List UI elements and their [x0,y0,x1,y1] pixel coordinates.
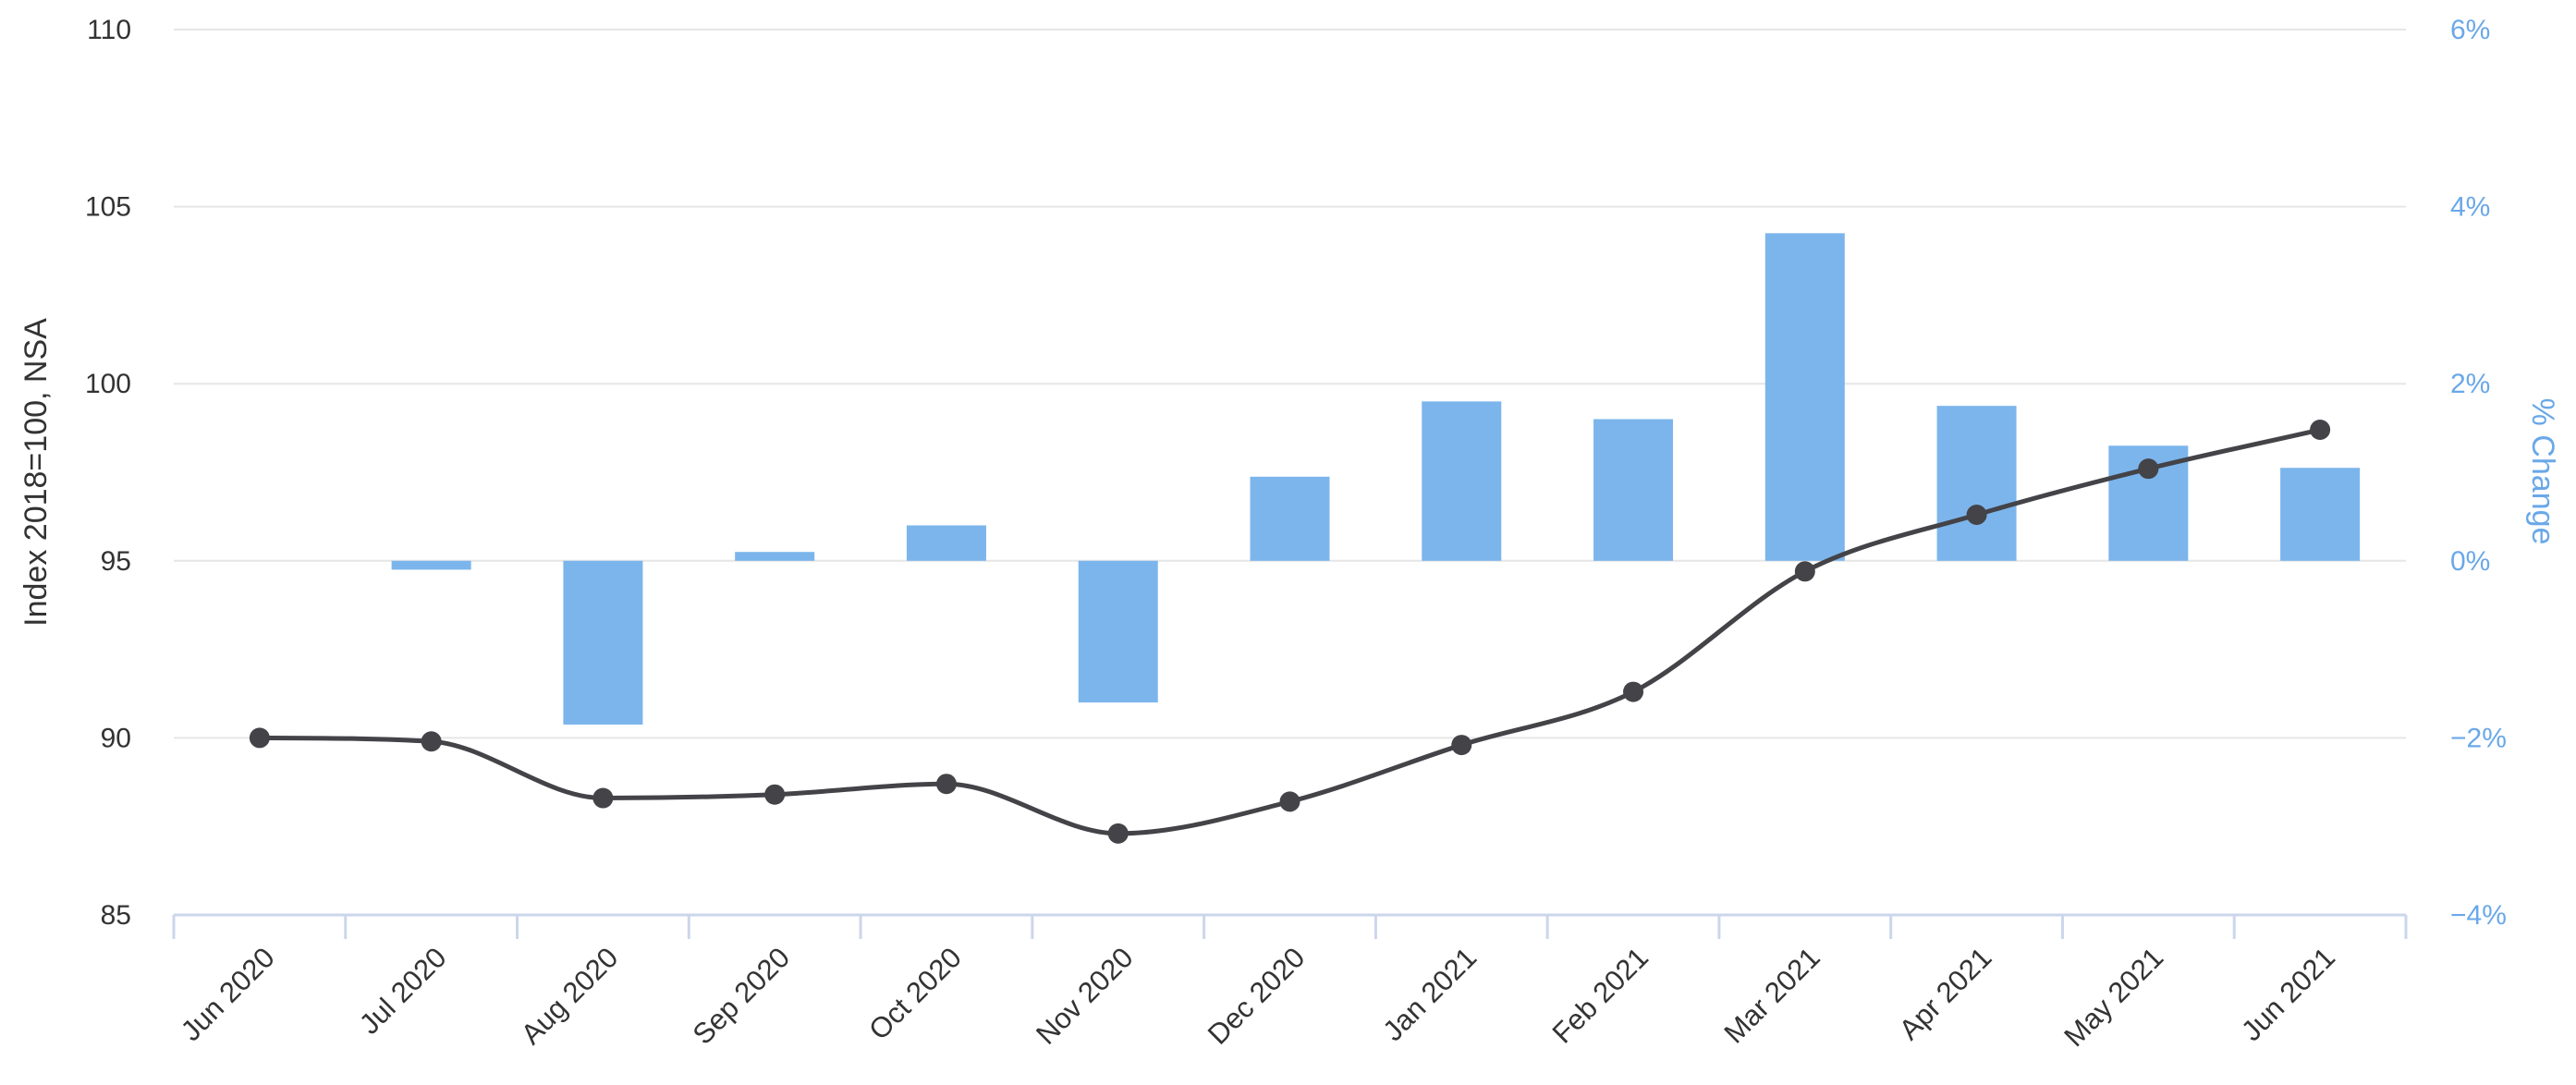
gridlines [174,29,2406,739]
x-tick-label: Oct 2020 [862,941,968,1046]
left-axis-title: Index 2018=100, NSA [18,318,54,627]
right-tick-label: −2% [2450,723,2507,753]
line-point[interactable] [421,731,442,752]
bar[interactable] [1078,560,1158,703]
bar[interactable] [735,552,815,561]
left-tick-label: 105 [85,192,131,223]
line-point[interactable] [1966,504,1987,525]
x-tick-label: Nov 2020 [1030,941,1140,1051]
line-point[interactable] [1794,561,1815,582]
right-tick-label: 0% [2450,546,2490,577]
bar[interactable] [1936,406,2017,561]
bar[interactable] [2280,468,2361,561]
bar[interactable] [563,560,643,725]
line-point[interactable] [764,784,786,805]
bar[interactable] [1250,476,1330,561]
x-axis-labels: Jun 2020 Jul 2020 Aug 2020 Sep 2020 Oct 2020… [175,941,2341,1053]
x-tick-label: Aug 2020 [515,941,625,1051]
bar[interactable] [1593,419,1674,561]
x-axis [172,913,2408,939]
bar[interactable] [391,560,471,570]
right-tick-label: 2% [2450,369,2490,399]
line-point[interactable] [2138,458,2159,480]
right-tick-label: 4% [2450,192,2490,223]
bar[interactable] [906,525,986,561]
line-point[interactable] [2310,420,2331,441]
x-tick-label: Jun 2021 [2235,941,2341,1047]
x-tick-label: Sep 2020 [687,941,797,1051]
left-tick-label: 100 [85,369,131,399]
right-tick-label: −4% [2450,900,2507,931]
left-y-axis: 85 90 95 100 105 110 [85,15,131,931]
x-tick-label: Jul 2020 [353,941,453,1041]
line-point[interactable] [1279,791,1300,812]
line-point[interactable] [1107,823,1129,844]
line-series [249,420,2331,844]
right-axis-title: % Change [2525,398,2560,545]
left-tick-label: 95 [101,546,131,577]
left-tick-label: 90 [101,723,131,753]
line-point[interactable] [249,727,270,749]
x-tick-label: Jun 2020 [175,941,281,1047]
line-point[interactable] [1451,735,1472,756]
x-tick-label: Mar 2021 [1717,941,1825,1049]
left-tick-label: 110 [87,15,131,45]
bar-series [391,233,2361,725]
x-tick-label: Dec 2020 [1202,941,1312,1051]
line-point[interactable] [592,787,614,809]
line-point[interactable] [1623,681,1644,702]
bar[interactable] [1764,233,1845,561]
right-y-axis: −4% −2% 0% 2% 4% 6% [2450,15,2507,931]
right-tick-label: 6% [2450,15,2490,45]
x-tick-label: Apr 2021 [1893,941,1998,1046]
x-tick-label: Feb 2021 [1546,941,1654,1049]
x-tick-label: Jan 2021 [1376,941,1483,1047]
left-tick-label: 85 [101,900,131,931]
bar[interactable] [1422,401,1502,561]
x-tick-label: May 2021 [2057,941,2169,1053]
line-point[interactable] [935,774,957,795]
